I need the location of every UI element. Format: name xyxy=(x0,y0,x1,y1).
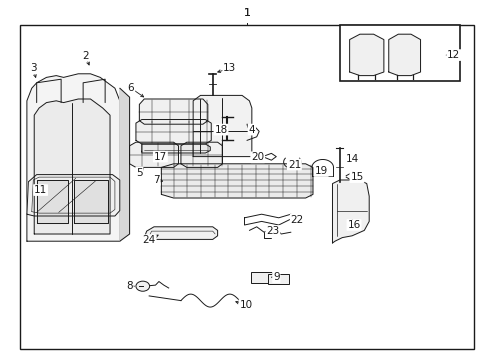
Text: 11: 11 xyxy=(34,185,47,195)
Text: 3: 3 xyxy=(30,63,37,73)
Text: 15: 15 xyxy=(349,172,363,182)
Text: 9: 9 xyxy=(272,272,279,282)
Polygon shape xyxy=(181,142,222,167)
Text: 12: 12 xyxy=(446,50,460,60)
Polygon shape xyxy=(142,144,210,153)
Text: 22: 22 xyxy=(290,215,304,225)
Text: 16: 16 xyxy=(346,220,360,230)
Text: 1: 1 xyxy=(243,8,250,18)
Polygon shape xyxy=(388,34,420,76)
Text: 8: 8 xyxy=(126,281,133,291)
Polygon shape xyxy=(332,180,368,243)
Circle shape xyxy=(136,281,149,291)
FancyBboxPatch shape xyxy=(250,272,272,283)
Text: 4: 4 xyxy=(248,125,255,135)
Text: 1: 1 xyxy=(243,8,250,18)
Polygon shape xyxy=(349,34,383,76)
Text: 6: 6 xyxy=(127,83,134,93)
Text: 17: 17 xyxy=(153,152,167,162)
Polygon shape xyxy=(144,227,217,239)
Polygon shape xyxy=(27,175,120,216)
Text: 19: 19 xyxy=(314,166,327,176)
Text: 5: 5 xyxy=(136,168,142,178)
Text: 20: 20 xyxy=(251,152,264,162)
Polygon shape xyxy=(34,99,110,234)
Polygon shape xyxy=(129,142,178,167)
Polygon shape xyxy=(139,99,207,124)
Polygon shape xyxy=(136,120,211,144)
Text: 21: 21 xyxy=(287,159,301,170)
Polygon shape xyxy=(161,164,312,198)
Text: 10: 10 xyxy=(239,300,252,310)
Bar xyxy=(339,25,459,81)
Text: 14: 14 xyxy=(345,154,358,164)
Text: 2: 2 xyxy=(82,51,89,61)
Polygon shape xyxy=(74,180,107,223)
Text: 23: 23 xyxy=(265,226,279,236)
Text: 18: 18 xyxy=(214,125,227,135)
Polygon shape xyxy=(27,74,120,241)
Polygon shape xyxy=(193,95,251,157)
Polygon shape xyxy=(37,180,68,223)
FancyBboxPatch shape xyxy=(267,274,289,284)
Text: 7: 7 xyxy=(153,175,160,185)
Text: 13: 13 xyxy=(223,63,236,73)
Polygon shape xyxy=(120,88,129,241)
Text: 24: 24 xyxy=(142,235,156,245)
